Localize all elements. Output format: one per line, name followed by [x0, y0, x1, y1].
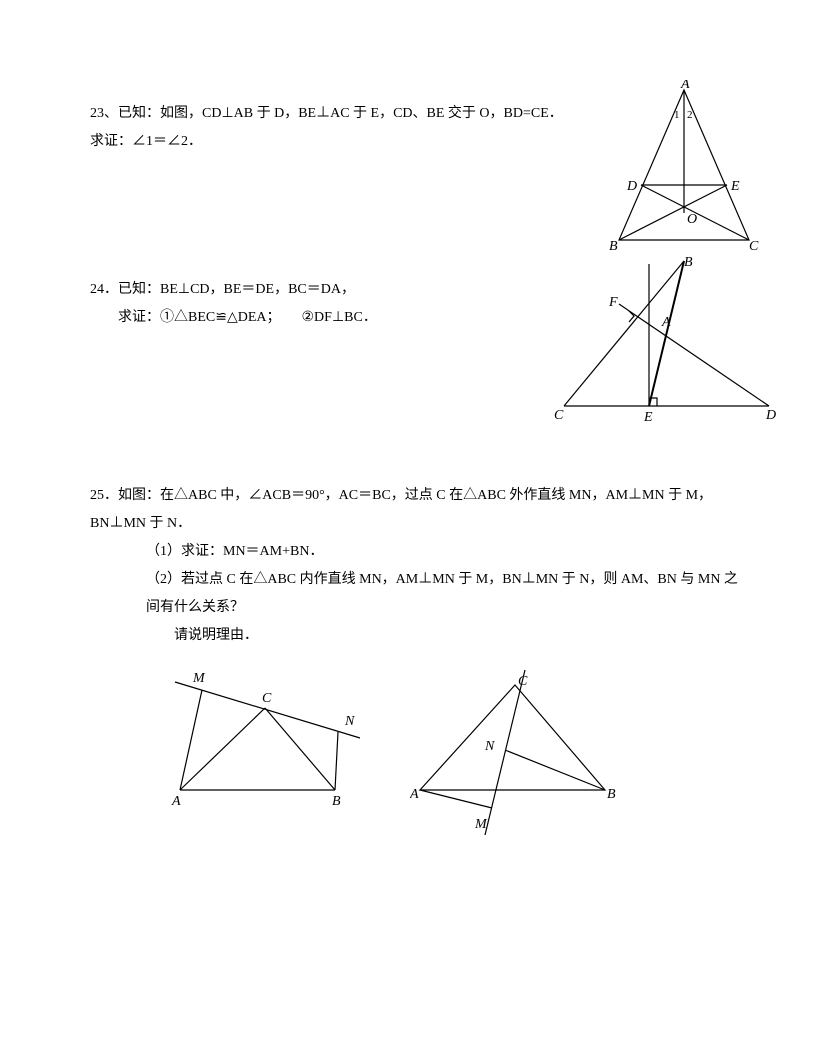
svg-text:D: D: [765, 408, 776, 423]
svg-text:B: B: [609, 239, 618, 254]
svg-text:N: N: [484, 739, 495, 754]
figure-24: B C D E A F: [554, 256, 789, 436]
figure-23-svg: A B C D E O 1 2: [609, 80, 769, 260]
svg-text:O: O: [687, 212, 697, 227]
svg-text:C: C: [262, 691, 272, 706]
svg-text:C: C: [518, 674, 528, 689]
svg-text:2: 2: [687, 109, 693, 121]
figure-24-svg: B C D E A F: [554, 256, 789, 431]
svg-text:F: F: [608, 295, 618, 310]
p25-line1: 25．如图：在△ABC 中，∠ACB＝90°，AC＝BC，过点 C 在△ABC …: [90, 482, 749, 538]
svg-text:A: A: [171, 794, 181, 809]
p25-line4: 请说明理由．: [90, 622, 749, 650]
p25-line2: （1）求证：MN＝AM+BN．: [90, 538, 749, 566]
figure-25-1-svg: M C N A B: [160, 670, 370, 815]
svg-text:N: N: [344, 714, 355, 729]
figure-25-2-svg: C N A B M: [410, 670, 625, 845]
problem-24: 24．已知：BE⊥CD，BE＝DE，BC＝DA， 求证：①△BEC≌△DEA； …: [90, 276, 749, 332]
svg-text:B: B: [607, 787, 616, 802]
svg-text:1: 1: [674, 109, 680, 121]
problem-25-text: 25．如图：在△ABC 中，∠ACB＝90°，AC＝BC，过点 C 在△ABC …: [90, 482, 749, 650]
svg-text:A: A: [680, 80, 690, 92]
svg-text:D: D: [626, 179, 637, 194]
problem-25: 25．如图：在△ABC 中，∠ACB＝90°，AC＝BC，过点 C 在△ABC …: [90, 482, 749, 845]
svg-text:A: A: [410, 787, 419, 802]
page-content: 23、已知：如图，CD⊥AB 于 D，BE⊥AC 于 E，CD、BE 交于 O，…: [0, 0, 819, 845]
svg-text:C: C: [749, 239, 759, 254]
figure-23: A B C D E O 1 2: [609, 80, 769, 265]
p25-line3: （2）若过点 C 在△ABC 内作直线 MN，AM⊥MN 于 M，BN⊥MN 于…: [90, 566, 749, 622]
svg-text:B: B: [332, 794, 341, 809]
svg-text:C: C: [554, 408, 564, 423]
figure-25-row: M C N A B C N A: [160, 670, 749, 845]
svg-text:A: A: [661, 315, 671, 330]
svg-text:M: M: [192, 671, 206, 686]
svg-text:B: B: [684, 256, 693, 270]
svg-text:E: E: [643, 410, 653, 425]
svg-text:M: M: [474, 817, 488, 832]
problem-23: 23、已知：如图，CD⊥AB 于 D，BE⊥AC 于 E，CD、BE 交于 O，…: [90, 100, 749, 156]
svg-text:E: E: [730, 179, 740, 194]
